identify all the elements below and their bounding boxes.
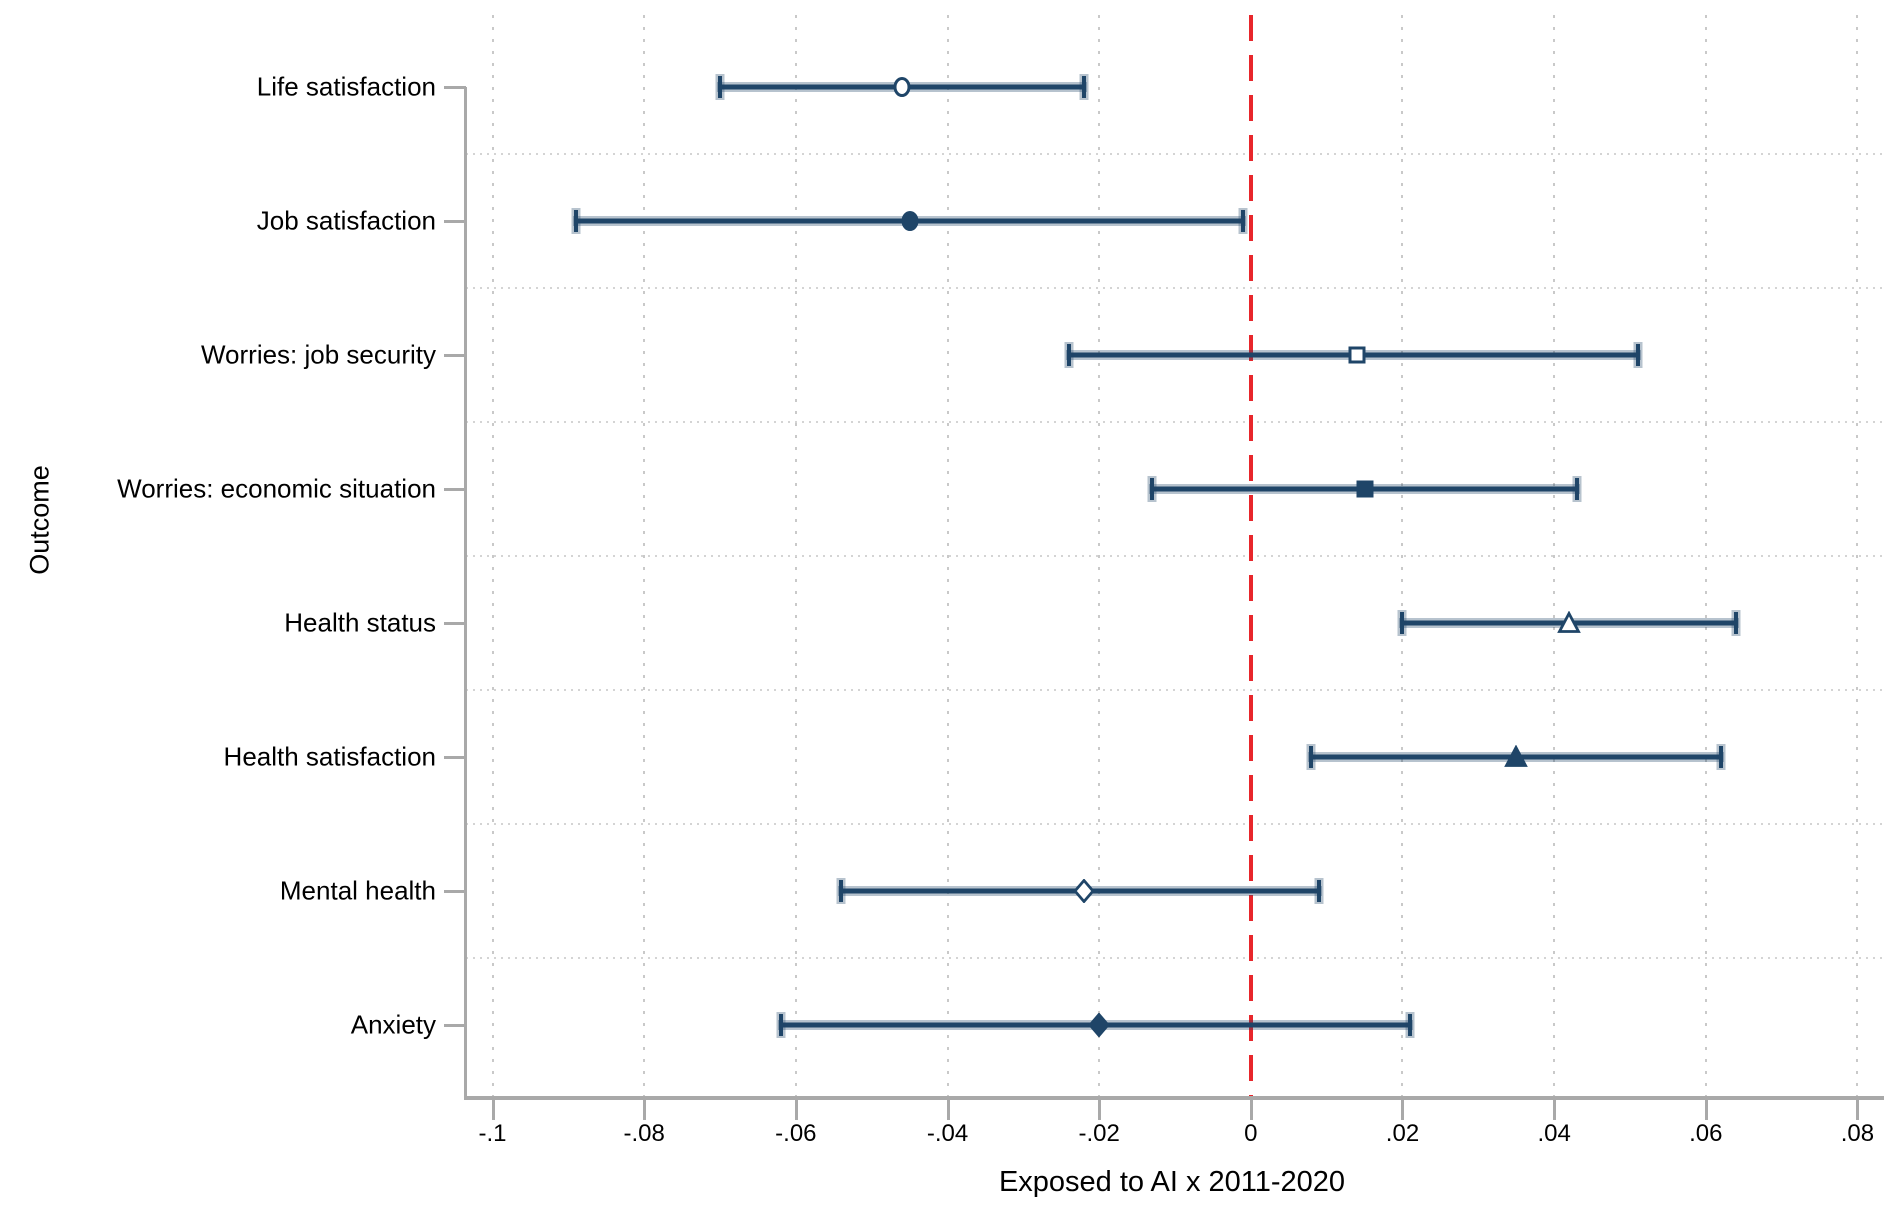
point-estimate-marker-circle-solid	[898, 209, 922, 233]
x-tick-label: 0	[1244, 1120, 1258, 1147]
ci-cap	[1082, 76, 1086, 98]
category-label: Life satisfaction	[256, 71, 436, 102]
zero-reference-line	[1248, 15, 1253, 1096]
ci-cap	[1317, 880, 1322, 902]
y-tick-mark	[444, 488, 466, 491]
ci-cap	[1150, 478, 1155, 500]
category-label: Health status	[284, 607, 436, 638]
x-tick-label: .04	[1537, 1120, 1571, 1147]
category-separator	[466, 287, 1884, 289]
point-estimate-marker-square-hollow	[1345, 343, 1369, 367]
x-tick-mark	[1856, 1100, 1860, 1120]
point-estimate-marker-square-solid	[1353, 477, 1377, 501]
x-tick-mark	[794, 1100, 798, 1120]
ci-cap	[1635, 344, 1640, 366]
y-tick-mark	[444, 622, 466, 625]
ci-cap	[1734, 612, 1739, 634]
point-estimate-marker-circle-hollow	[890, 75, 914, 99]
category-separator	[466, 555, 1884, 557]
ci-cap	[1408, 1014, 1413, 1036]
category-separator	[466, 957, 1884, 959]
x-tick-label: .02	[1385, 1120, 1420, 1147]
y-tick-mark	[444, 86, 466, 89]
x-tick-mark	[1401, 1100, 1405, 1120]
category-label: Worries: economic situation	[117, 473, 436, 504]
x-tick-mark	[1553, 1100, 1557, 1120]
x-tick-mark	[1249, 1100, 1253, 1120]
ci-cap	[1400, 612, 1405, 634]
point-estimate-marker-diamond-hollow	[1072, 878, 1096, 904]
x-tick-mark	[946, 1100, 950, 1120]
y-axis-title: Outcome	[24, 465, 55, 575]
y-tick-mark	[444, 354, 466, 357]
ci-cap	[839, 880, 844, 902]
x-tick-label: .06	[1689, 1120, 1723, 1147]
x-tick-mark	[491, 1100, 495, 1120]
category-separator	[466, 421, 1884, 423]
y-axis-line	[464, 87, 467, 1096]
ci-cap	[1309, 746, 1314, 768]
category-separator	[466, 153, 1884, 155]
ci-cap	[573, 210, 578, 232]
ci-cap	[1066, 344, 1071, 366]
ci-cap	[1241, 210, 1246, 232]
category-label: Health satisfaction	[223, 741, 436, 772]
x-tick-label: -.08	[623, 1120, 665, 1147]
y-tick-mark	[444, 220, 466, 223]
category-label: Anxiety	[350, 1009, 436, 1040]
x-axis-line	[464, 1096, 1884, 1100]
ci-cap	[718, 76, 723, 98]
point-estimate-marker-diamond-solid	[1087, 1012, 1111, 1038]
category-separator	[466, 823, 1884, 825]
x-tick-label: .08	[1840, 1120, 1875, 1147]
ci-cap	[1718, 746, 1723, 768]
x-tick-mark	[1704, 1100, 1708, 1120]
x-tick-label: -.06	[775, 1120, 817, 1147]
category-label: Job satisfaction	[256, 205, 436, 236]
category-separator	[466, 689, 1884, 691]
category-label: Mental health	[279, 875, 436, 906]
ci-cap	[778, 1014, 783, 1036]
category-label: Worries: job security	[200, 339, 436, 370]
x-tick-label: -.04	[926, 1120, 969, 1147]
y-tick-mark	[444, 756, 466, 759]
x-tick-label: -.02	[1078, 1120, 1120, 1147]
x-tick-mark	[1098, 1100, 1102, 1120]
x-axis-title: Exposed to AI x 2011-2020	[998, 1166, 1346, 1198]
x-tick-mark	[643, 1100, 647, 1120]
point-estimate-marker-triangle-hollow	[1557, 610, 1582, 635]
point-estimate-marker-triangle-solid	[1504, 744, 1529, 769]
y-tick-mark	[444, 890, 466, 893]
y-tick-mark	[444, 1024, 466, 1027]
x-tick-label: -.1	[478, 1120, 507, 1147]
ci-cap	[1574, 478, 1579, 500]
